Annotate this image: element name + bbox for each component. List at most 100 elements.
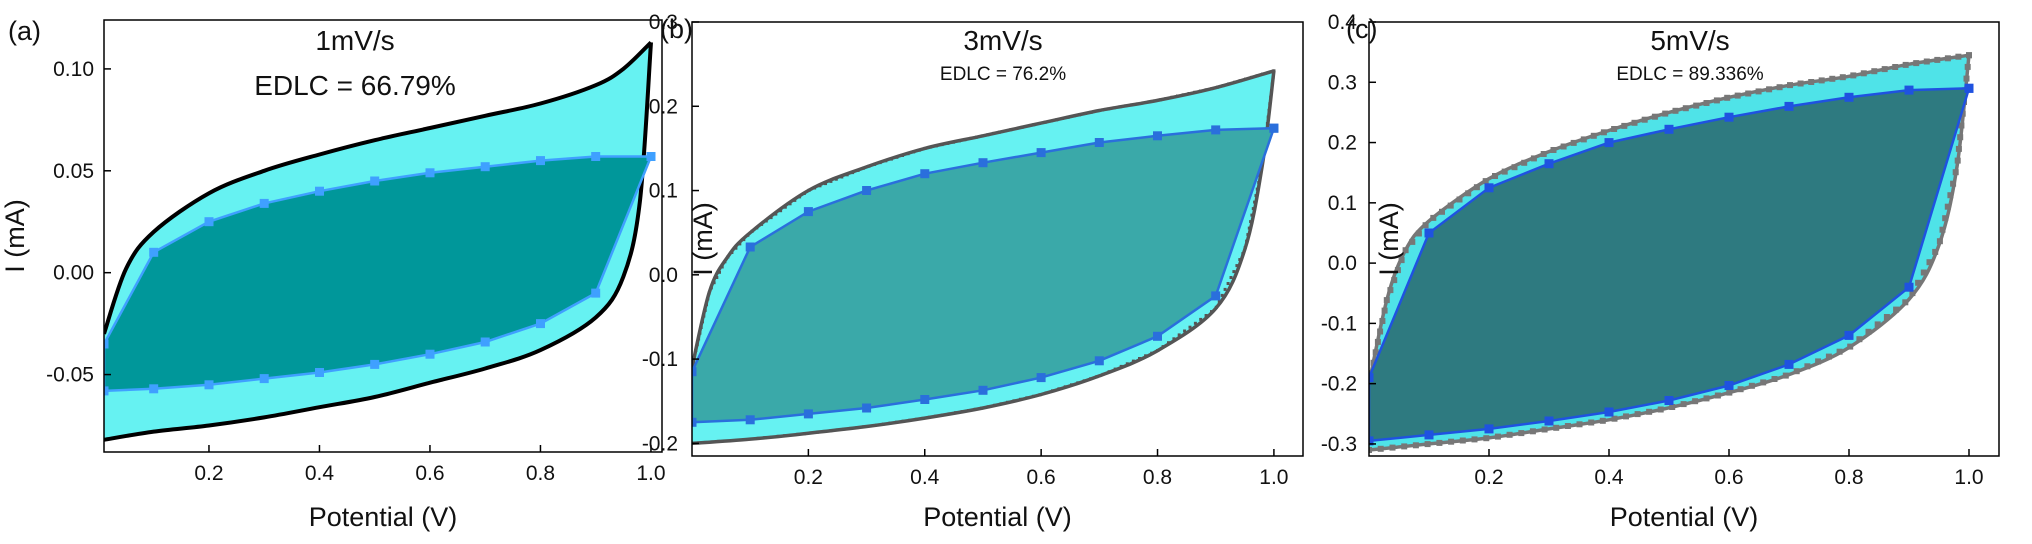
total-cv-marker	[699, 326, 703, 329]
total-cv-marker	[1847, 343, 1854, 350]
scan-rate-annotation: 1mV/s	[315, 25, 394, 56]
total-cv-marker	[1259, 168, 1263, 172]
total-cv-marker	[1782, 372, 1789, 379]
x-axis-label: Potential (V)	[309, 502, 458, 532]
total-cv-marker	[999, 402, 1003, 406]
y-tick-label: 0.10	[53, 58, 94, 81]
total-cv-marker	[776, 434, 780, 438]
total-cv-marker	[840, 175, 844, 179]
total-cv-marker	[856, 168, 860, 172]
total-cv-marker	[1131, 359, 1135, 363]
total-cv-marker	[1095, 375, 1099, 379]
x-tick-label: 0.6	[1714, 466, 1743, 489]
total-cv-marker	[1560, 143, 1567, 150]
y-tick-label: -0.05	[46, 364, 94, 387]
total-cv-marker	[1839, 74, 1846, 81]
capacitive-cv-marker	[1784, 101, 1794, 111]
edlc-annotation: EDLC = 76.2%	[940, 64, 1066, 85]
total-cv-marker	[1932, 248, 1939, 255]
capacitive-cv-marker	[1153, 331, 1162, 341]
y-tick-label: 0.0	[1328, 252, 1357, 275]
total-cv-marker	[1176, 94, 1179, 98]
total-cv-marker	[1641, 116, 1648, 123]
capacitive-cv-marker	[1036, 148, 1046, 158]
total-cv-marker	[1829, 75, 1836, 82]
capacitive-cv-marker	[1844, 92, 1854, 102]
total-cv-marker	[694, 348, 698, 352]
total-cv-marker	[963, 138, 967, 142]
total-cv-marker	[764, 219, 768, 223]
total-cv-marker	[1939, 226, 1946, 233]
total-cv-marker	[779, 209, 783, 213]
total-cv-marker	[783, 434, 787, 438]
total-cv-marker	[829, 179, 833, 183]
total-cv-marker	[1459, 437, 1466, 444]
total-cv-marker	[1101, 108, 1105, 112]
y-tick-label: 0.2	[1328, 132, 1357, 155]
total-cv-marker	[1942, 215, 1949, 222]
x-tick-label: 0.6	[1027, 466, 1056, 489]
total-cv-marker	[750, 437, 754, 441]
total-cv-marker	[1506, 431, 1513, 438]
capacitive-cv-marker	[480, 337, 490, 347]
total-cv-marker	[798, 195, 802, 199]
total-cv-marker	[1377, 328, 1384, 335]
total-cv-marker	[1881, 66, 1888, 73]
total-cv-marker	[1124, 104, 1128, 108]
total-cv-marker	[816, 430, 820, 434]
total-cv-marker	[1383, 297, 1390, 304]
capacitive-cv-marker	[1036, 373, 1046, 383]
total-cv-marker	[873, 162, 877, 166]
total-cv-marker	[1227, 82, 1231, 86]
total-cv-marker	[756, 436, 760, 440]
total-cv-marker	[742, 238, 746, 242]
total-cv-marker	[862, 425, 866, 429]
total-cv-marker	[960, 410, 964, 414]
total-cv-marker	[706, 297, 710, 301]
total-cv-marker	[834, 177, 838, 181]
y-tick-label: -0.1	[642, 348, 678, 371]
total-cv-marker	[1703, 395, 1710, 402]
total-cv-marker	[940, 143, 944, 147]
total-cv-marker	[1118, 105, 1122, 109]
total-cv-marker	[952, 140, 955, 144]
total-cv-marker	[1950, 180, 1957, 187]
total-cv-marker	[769, 435, 773, 439]
total-cv-marker	[986, 405, 990, 409]
x-tick-label: 0.4	[305, 462, 335, 485]
total-cv-marker	[1141, 101, 1145, 105]
total-cv-marker	[917, 148, 921, 152]
total-cv-marker	[895, 420, 899, 424]
scan-rate-annotation: 3mV/s	[963, 25, 1042, 56]
total-cv-marker	[760, 222, 764, 226]
y-tick-label: 0.2	[649, 95, 678, 118]
total-cv-marker	[1153, 99, 1157, 103]
total-cv-marker	[1456, 196, 1463, 203]
total-cv-marker	[1229, 276, 1233, 279]
capacitive-cv-marker	[978, 158, 988, 168]
total-cv-marker	[1422, 222, 1429, 229]
total-cv-marker	[1009, 128, 1013, 132]
x-axis-label: Potential (V)	[1610, 502, 1759, 532]
total-cv-marker	[755, 226, 759, 230]
total-cv-marker	[769, 216, 773, 220]
total-cv-marker	[1249, 220, 1253, 224]
total-cv-marker	[921, 416, 925, 420]
total-cv-marker	[1177, 333, 1181, 337]
total-cv-marker	[1797, 80, 1804, 87]
total-cv-marker	[1265, 122, 1269, 126]
total-cv-marker	[849, 426, 852, 430]
total-cv-marker	[986, 133, 990, 137]
total-cv-marker	[698, 331, 702, 335]
capacitive-cv-area	[692, 128, 1274, 423]
total-cv-marker	[1865, 328, 1872, 335]
total-cv-marker	[1216, 85, 1220, 89]
capacitive-cv-marker	[1094, 356, 1104, 366]
y-tick-label: -0.3	[1321, 433, 1357, 456]
total-cv-marker	[1066, 115, 1070, 119]
capacitive-cv-marker	[1664, 124, 1674, 134]
panel-label: (b)	[660, 14, 693, 44]
total-cv-marker	[718, 270, 721, 274]
total-cv-marker	[1448, 438, 1455, 445]
total-cv-marker	[1680, 401, 1687, 408]
